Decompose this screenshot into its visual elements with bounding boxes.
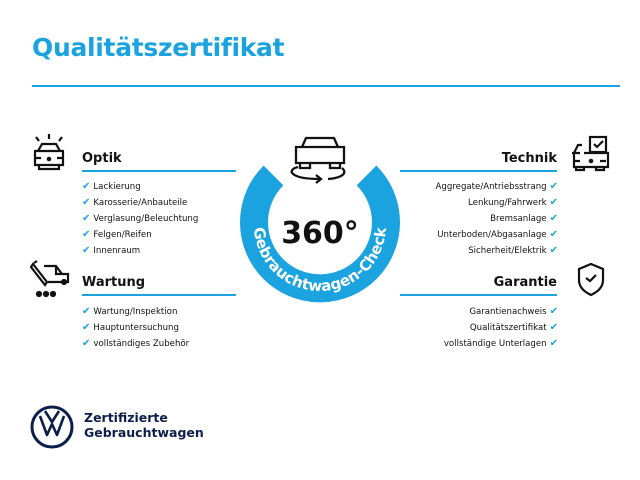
page-title: Qualitätszertifikat — [32, 33, 285, 62]
check-icon: ✔ — [549, 181, 558, 192]
section-title-optik: Optik — [82, 151, 122, 166]
check-icon: ✔ — [82, 338, 91, 349]
wartung-list: ✔ Wartung/Inspektion ✔ Hauptuntersuchung ✔… — [82, 304, 189, 352]
section-title-garantie: Garantie — [493, 275, 557, 290]
check-360-badge: Gebrauchtwagen-Check 360° — [240, 136, 400, 303]
shield-check-icon — [577, 262, 605, 297]
list-item: Aggregate/Antriebsstrang ✔ — [435, 181, 558, 192]
list-item: ✔ Verglasung/Beleuchtung — [82, 213, 199, 224]
check-icon: ✔ — [82, 197, 91, 208]
list-item: Qualitätszertifikat ✔ — [469, 322, 558, 333]
list-item: ✔ Lackierung — [82, 181, 141, 192]
list-item: ✔ vollständiges Zubehör — [82, 338, 190, 349]
list-item: ✔ Hauptuntersuchung — [82, 322, 179, 333]
optik-list: ✔ Lackierung ✔ Karosserie/Anbauteile ✔ Verg… — [82, 179, 198, 259]
check-icon: ✔ — [82, 322, 91, 333]
check-icon: ✔ — [549, 197, 558, 208]
list-item: ✔ Wartung/Inspektion — [82, 306, 178, 317]
technik-divider — [400, 170, 557, 172]
check-icon: ✔ — [549, 213, 558, 224]
garantie-divider — [400, 294, 557, 296]
check-icon: ✔ — [549, 245, 558, 256]
check-icon: ✔ — [82, 306, 91, 317]
vw-logo — [30, 405, 74, 449]
car-lights-icon — [33, 134, 65, 171]
brand-line-2: Gebrauchtwagen — [84, 425, 204, 440]
badge-value: 360° — [281, 216, 359, 251]
list-item: Lenkung/Fahrwerk ✔ — [468, 197, 558, 208]
check-icon: ✔ — [549, 338, 558, 349]
check-icon: ✔ — [82, 181, 91, 192]
list-item: ✔ Karosserie/Anbauteile — [82, 197, 188, 208]
list-item: Unterboden/Abgasanlage ✔ — [437, 229, 558, 240]
technik-list: Aggregate/Antriebsstrang ✔ Lenkung/Fahrwe… — [436, 179, 558, 259]
check-icon: ✔ — [549, 322, 558, 333]
section-title-technik: Technik — [501, 151, 557, 166]
car-checklist-icon — [572, 135, 610, 172]
wartung-divider — [82, 294, 236, 296]
check-icon: ✔ — [549, 306, 558, 317]
list-item: ✔ Innenraum — [82, 245, 141, 256]
list-item: Garantienachweis ✔ — [469, 306, 558, 317]
ring — [240, 165, 400, 303]
check-icon: ✔ — [82, 245, 91, 256]
check-icon: ✔ — [549, 229, 558, 240]
section-title-wartung: Wartung — [82, 275, 146, 290]
brand-line-1: Zertifizierte — [84, 410, 168, 425]
list-item: ✔ Felgen/Reifen — [82, 229, 152, 240]
garantie-list: Garantienachweis ✔ Qualitätszertifikat ✔ v… — [444, 304, 558, 352]
brand-text: Zertifizierte Gebrauchtwagen — [84, 410, 204, 440]
check-icon: ✔ — [82, 229, 91, 240]
list-item: vollständige Unterlagen ✔ — [443, 338, 558, 349]
list-item: Bremsanlage ✔ — [490, 213, 558, 224]
check-icon: ✔ — [82, 213, 91, 224]
service-tools-icon — [30, 260, 70, 298]
title-divider — [32, 85, 620, 87]
rotating-car-icon — [290, 136, 346, 184]
list-item: Sicherheit/Elektrik ✔ — [468, 245, 558, 256]
optik-divider — [82, 170, 236, 172]
